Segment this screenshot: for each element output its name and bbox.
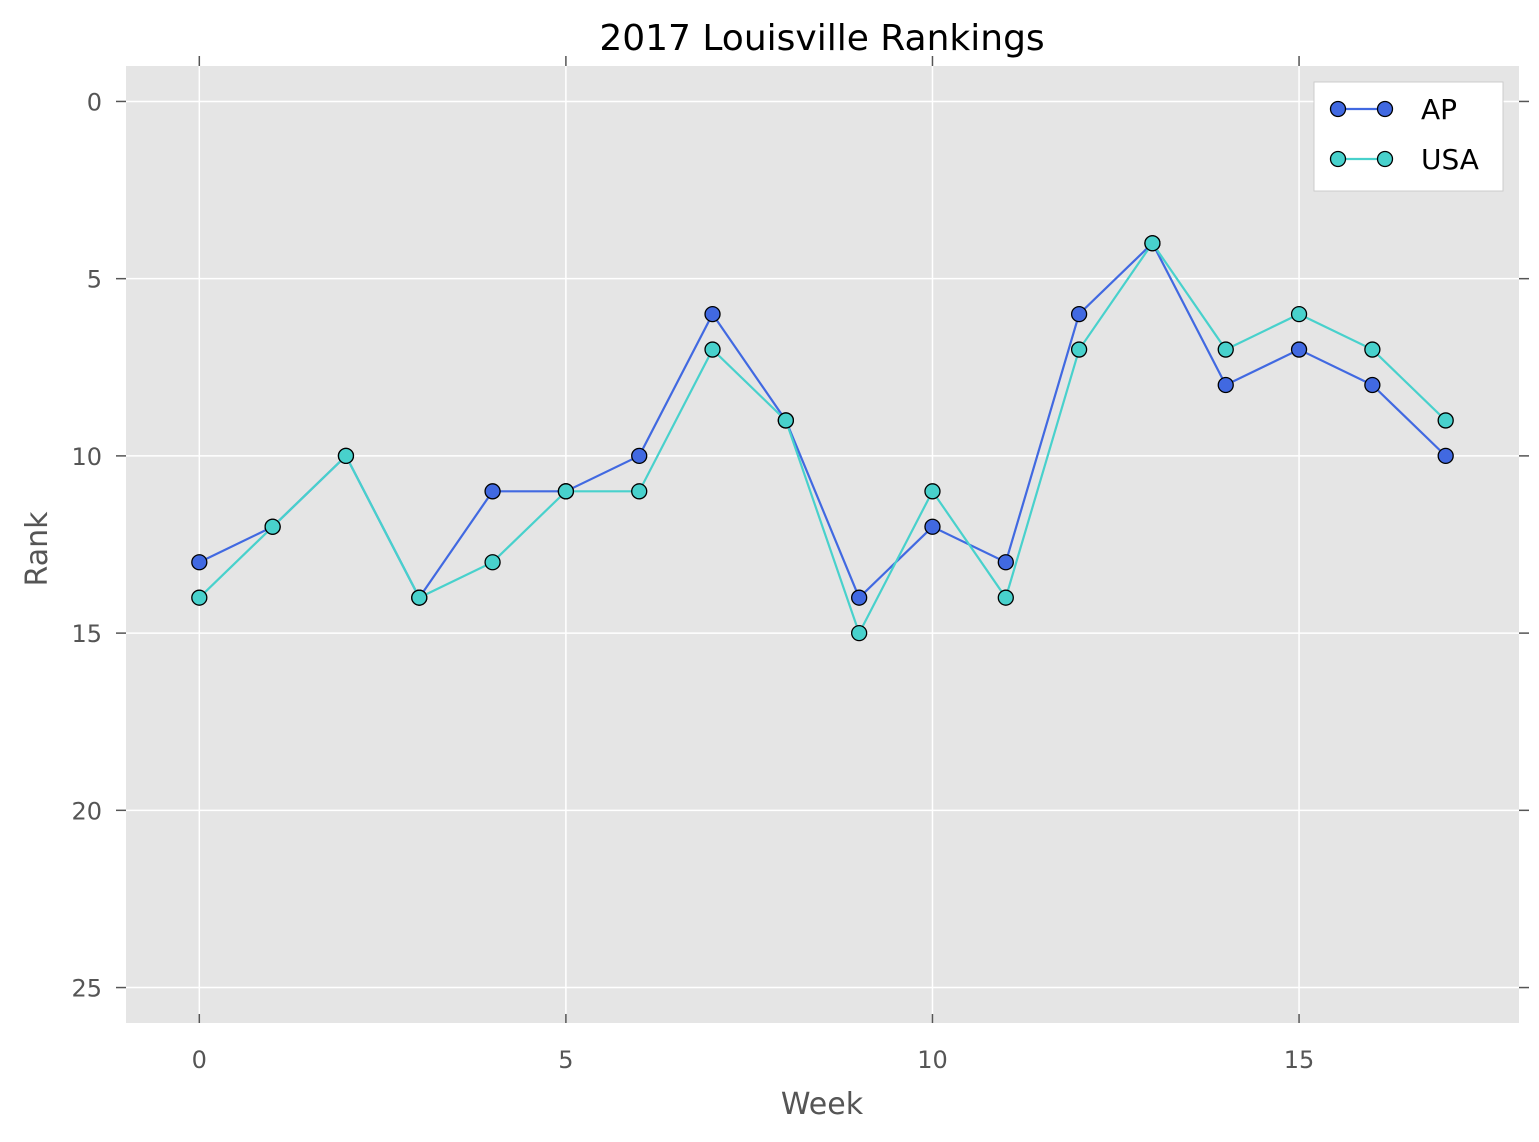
data-point [191,589,208,606]
legend-item: AP [1329,93,1457,126]
y-tick-label: 5 [87,266,102,294]
data-point [1070,305,1088,323]
y-axis-label: Rank [20,511,55,587]
plot-area [126,66,1519,1023]
y-tick-label: 15 [71,620,102,648]
data-point [484,554,501,571]
data-point [1290,305,1308,323]
x-tick-label: 0 [192,1046,207,1074]
data-point [777,412,794,429]
series-line [198,241,1447,636]
legend-marker [1376,100,1394,118]
data-point [704,341,721,358]
axis-ticks: 0 5 10 15 0 5 10 15 20 25 [71,56,1529,1074]
data-point [997,554,1014,571]
legend-marker [1329,150,1347,168]
legend-box [1313,81,1504,192]
data-point [484,483,501,500]
legend-label: USA [1421,143,1479,176]
data-point [411,589,428,606]
y-tick-label: 10 [71,443,102,471]
legend: AP USA [1313,81,1504,192]
data-point [631,447,648,465]
x-axis-label: Week [781,1087,864,1122]
legend-label: AP [1421,93,1457,126]
series-layer [191,235,1454,642]
legend-marker [1376,150,1394,168]
series-usa [191,235,1454,642]
data-point [1290,341,1308,358]
data-point [1070,341,1088,358]
data-point [191,554,208,571]
data-point [1217,341,1234,358]
data-point [851,624,868,642]
data-point [1437,412,1454,429]
data-point [851,589,868,606]
x-tick-label: 15 [1284,1046,1315,1074]
legend-marker [1329,100,1347,118]
y-tick-label: 0 [87,88,102,116]
gridlines [126,66,1519,1023]
data-point [1364,341,1381,358]
data-point [1217,376,1234,394]
y-tick-label: 25 [71,975,102,1003]
data-point [337,447,355,465]
data-point [1364,376,1381,394]
x-tick-label: 5 [558,1046,573,1074]
data-point [997,589,1014,606]
data-point [1144,235,1161,252]
legend-item: USA [1329,143,1479,176]
data-point [924,483,941,500]
data-point [264,518,281,535]
data-point [1437,447,1454,465]
data-point [557,483,575,500]
chart-title: 2017 Louisville Rankings [599,18,1044,59]
x-tick-label: 10 [917,1046,948,1074]
data-point [924,518,941,535]
data-point [631,483,648,500]
y-tick-label: 20 [71,797,102,825]
data-point [704,305,721,323]
